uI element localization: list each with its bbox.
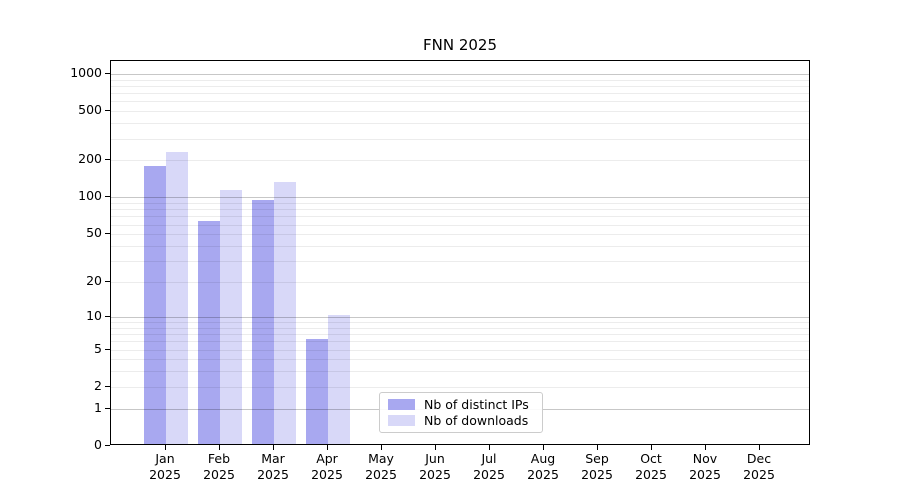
- gridline-y-300: [111, 139, 809, 140]
- gridline-y-100: [111, 197, 809, 198]
- bar-feb-downloads: [220, 190, 242, 444]
- x-tick-jun: [435, 445, 436, 450]
- y-tick-0: [105, 445, 110, 446]
- y-tick-label-50: 50: [86, 225, 102, 240]
- y-tick-1000: [105, 73, 110, 74]
- y-tick-200: [105, 159, 110, 160]
- x-tick-label-dec: Dec 2025: [743, 451, 775, 482]
- y-tick-20: [105, 281, 110, 282]
- bar-jan-downloads: [166, 152, 188, 444]
- gridline-y-90: [111, 203, 809, 204]
- y-tick-1: [105, 408, 110, 409]
- x-tick-label-sep: Sep 2025: [581, 451, 613, 482]
- legend-label-distinct-ips: Nb of distinct IPs: [424, 397, 529, 412]
- gridline-y-500: [111, 111, 809, 112]
- y-tick-label-100: 100: [78, 188, 102, 203]
- plot-area: [110, 60, 810, 445]
- x-tick-label-may: May 2025: [365, 451, 397, 482]
- legend-swatch-distinct-ips: [388, 399, 415, 410]
- y-tick-10: [105, 316, 110, 317]
- y-tick-label-10: 10: [86, 308, 102, 323]
- legend-label-downloads: Nb of downloads: [424, 413, 529, 428]
- x-tick-label-jun: Jun 2025: [419, 451, 451, 482]
- y-tick-label-20: 20: [86, 273, 102, 288]
- y-tick-label-2: 2: [94, 378, 102, 393]
- x-tick-label-aug: Aug 2025: [527, 451, 559, 482]
- x-tick-label-jul: Jul 2025: [473, 451, 505, 482]
- y-tick-label-500: 500: [78, 102, 102, 117]
- bar-mar-distinct-ips: [252, 200, 274, 444]
- y-tick-100: [105, 196, 110, 197]
- x-tick-aug: [543, 445, 544, 450]
- gridline-y-80: [111, 209, 809, 210]
- x-tick-dec: [759, 445, 760, 450]
- x-tick-jul: [489, 445, 490, 450]
- y-tick-50: [105, 233, 110, 234]
- gridline-y-1000: [111, 74, 809, 75]
- y-tick-2: [105, 386, 110, 387]
- gridline-y-700: [111, 93, 809, 94]
- y-tick-label-200: 200: [78, 151, 102, 166]
- gridline-y-800: [111, 86, 809, 87]
- x-tick-label-oct: Oct 2025: [635, 451, 667, 482]
- bar-jan-distinct-ips: [144, 166, 166, 444]
- y-tick-label-5: 5: [94, 341, 102, 356]
- x-tick-label-nov: Nov 2025: [689, 451, 721, 482]
- chart-title: FNN 2025: [422, 36, 497, 54]
- x-tick-label-jan: Jan 2025: [149, 451, 181, 482]
- x-tick-jan: [165, 445, 166, 450]
- gridline-y-200: [111, 160, 809, 161]
- gridline-y-400: [111, 123, 809, 124]
- x-tick-label-feb: Feb 2025: [203, 451, 235, 482]
- x-tick-label-apr: Apr 2025: [311, 451, 343, 482]
- y-tick-label-1000: 1000: [70, 65, 102, 80]
- bar-mar-downloads: [274, 182, 296, 444]
- x-tick-may: [381, 445, 382, 450]
- gridline-y-70: [111, 216, 809, 217]
- x-tick-oct: [651, 445, 652, 450]
- legend-item-downloads: Nb of downloads: [388, 414, 534, 427]
- x-tick-label-mar: Mar 2025: [257, 451, 289, 482]
- legend: Nb of distinct IPs Nb of downloads: [379, 392, 543, 433]
- x-tick-feb: [219, 445, 220, 450]
- y-tick-500: [105, 110, 110, 111]
- gridline-y-600: [111, 101, 809, 102]
- y-tick-5: [105, 349, 110, 350]
- legend-item-distinct-ips: Nb of distinct IPs: [388, 398, 534, 411]
- y-tick-label-0: 0: [94, 437, 102, 452]
- bar-feb-distinct-ips: [198, 221, 220, 444]
- bar-apr-distinct-ips: [306, 339, 328, 444]
- legend-swatch-downloads: [388, 415, 415, 426]
- x-tick-apr: [327, 445, 328, 450]
- x-tick-sep: [597, 445, 598, 450]
- bar-apr-downloads: [328, 315, 350, 444]
- x-tick-nov: [705, 445, 706, 450]
- y-tick-label-1: 1: [94, 400, 102, 415]
- x-tick-mar: [273, 445, 274, 450]
- gridline-y-900: [111, 80, 809, 81]
